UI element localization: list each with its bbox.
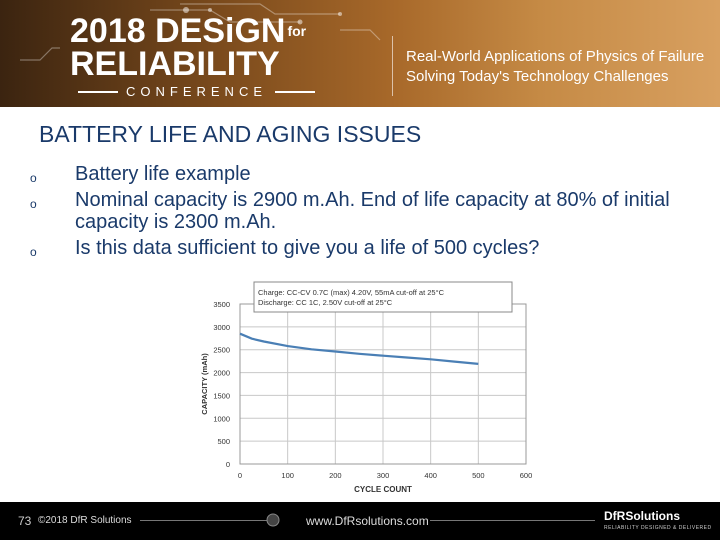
tagline-line-2: Solving Today's Technology Challenges xyxy=(406,68,669,85)
circuit-decoration xyxy=(20,3,381,61)
slide-title: BATTERY LIFE AND AGING ISSUES xyxy=(39,121,422,147)
conference-banner: 2018 DESiGN for RELIABILITY CONFERENCE Re… xyxy=(0,0,720,107)
tagline-line-1: Real-World Applications of Physics of Fa… xyxy=(406,48,705,65)
brand-name: DfRSolutions xyxy=(604,509,680,523)
y-axis-label: CAPACITY (mAh) xyxy=(200,353,209,415)
logo-reliability: RELIABILITY xyxy=(70,45,280,83)
bullet-item: o Is this data sufficient to give you a … xyxy=(30,237,710,259)
y-tick-label: 1500 xyxy=(213,391,230,400)
y-tick-label: 1000 xyxy=(213,414,230,423)
x-tick-label: 300 xyxy=(377,471,390,480)
bullet-list: o Battery life example o Nominal capacit… xyxy=(30,163,710,263)
x-axis-label: CYCLE COUNT xyxy=(354,485,412,494)
annotation-box xyxy=(253,281,513,313)
bullet-text: Battery life example xyxy=(75,163,251,185)
annotation-text: Discharge: CC 1C, 2.50V cut-off at 25°C xyxy=(258,298,393,307)
x-tick-label: 100 xyxy=(281,471,294,480)
logo-year: 2018 xyxy=(70,12,146,50)
bullet-text: Nominal capacity is 2900 m.Ah. End of li… xyxy=(75,189,670,233)
website-link[interactable]: www.DfRsolutions.com xyxy=(306,514,429,528)
bullet-mark: o xyxy=(30,197,37,211)
capacity-chart: 0 500 1000 1500 2000 2500 3000 3500 0 100 200 300 40… xyxy=(196,280,546,502)
logo-design: DESiGN xyxy=(155,12,286,50)
y-tick-label: 2500 xyxy=(213,346,230,355)
y-tick-label: 0 xyxy=(226,460,230,469)
footer-line xyxy=(140,520,270,521)
y-tick-label: 2000 xyxy=(213,369,230,378)
y-tick-label: 500 xyxy=(217,437,230,446)
chart-background xyxy=(196,280,546,502)
bullet-item: o Battery life example xyxy=(30,163,710,185)
bullet-text: Is this data sufficient to give you a li… xyxy=(75,237,540,259)
circle-node-icon xyxy=(266,513,280,527)
footer-line xyxy=(430,520,595,521)
x-tick-label: 200 xyxy=(329,471,342,480)
conference-logo: 2018 DESiGN for RELIABILITY CONFERENCE xyxy=(70,14,323,99)
bullet-mark: o xyxy=(30,171,37,185)
y-tick-label: 3500 xyxy=(213,300,230,309)
logo-for: for xyxy=(287,23,307,39)
bullet-item: o Nominal capacity is 2900 m.Ah. End of … xyxy=(30,189,710,233)
annotation-text: Charge: CC-CV 0.7C (max) 4.20V, 55mA cut… xyxy=(258,288,445,297)
copyright-text: ©2018 DfR Solutions xyxy=(38,515,132,526)
banner-tagline: Real-World Applications of Physics of Fa… xyxy=(406,47,704,87)
x-tick-label: 400 xyxy=(424,471,437,480)
x-tick-label: 600 xyxy=(520,471,533,480)
footer-bar: 73 ©2018 DfR Solutions www.DfRsolutions.… xyxy=(0,502,720,540)
brand-tagline: RELIABILITY DESIGNED & DELIVERED xyxy=(604,525,712,531)
x-tick-label: 0 xyxy=(238,471,242,480)
capacity-curve xyxy=(239,332,479,365)
bullet-mark: o xyxy=(30,245,37,259)
banner-divider xyxy=(392,36,393,96)
page-number: 73 xyxy=(18,514,32,528)
x-tick-label: 500 xyxy=(472,471,485,480)
logo-conference: CONFERENCE xyxy=(126,84,268,99)
y-tick-label: 3000 xyxy=(213,323,230,332)
